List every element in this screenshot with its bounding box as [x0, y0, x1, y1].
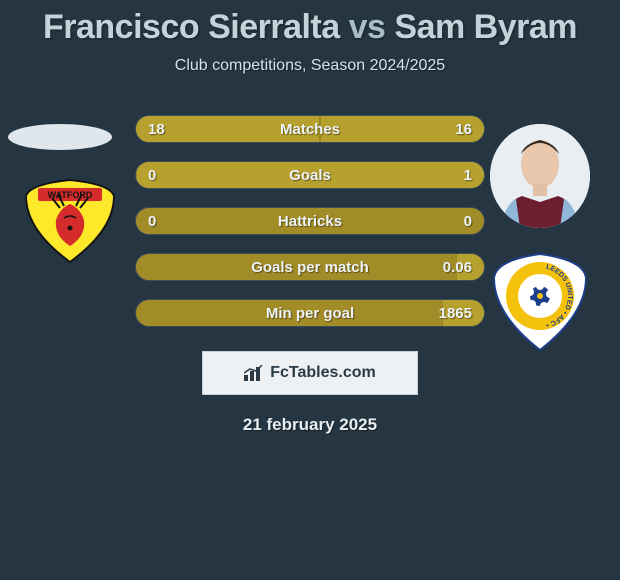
- stat-label: Hattricks: [136, 208, 484, 234]
- subtitle: Club competitions, Season 2024/2025: [0, 57, 620, 75]
- comparison-date: 21 february 2025: [0, 415, 620, 435]
- bar-chart-icon: [244, 365, 264, 381]
- stat-row: 0.06Goals per match: [135, 253, 485, 281]
- leeds-badge-icon: LEEDS UNITED • AFC •: [488, 250, 592, 354]
- stat-row: 00Hattricks: [135, 207, 485, 235]
- stats-container: 1816Matches 01Goals 00Hattricks 0.06Goals p…: [135, 115, 485, 327]
- player1-avatar: [8, 124, 112, 150]
- stat-row: 01Goals: [135, 161, 485, 189]
- player2-club-badge: LEEDS UNITED • AFC •: [488, 250, 592, 354]
- player2-name: Sam Byram: [394, 8, 577, 46]
- stat-label: Goals: [136, 162, 484, 188]
- vs-separator: vs: [349, 8, 386, 46]
- stat-label: Min per goal: [136, 300, 484, 326]
- comparison-title: Francisco Sierralta vs Sam Byram: [0, 0, 620, 47]
- stat-row: 1865Min per goal: [135, 299, 485, 327]
- player2-avatar-svg: [490, 124, 590, 228]
- brand-text: FcTables.com: [270, 364, 376, 382]
- player1-club-badge: WATFORD: [20, 178, 120, 264]
- stat-label: Matches: [136, 116, 484, 142]
- watford-badge-icon: WATFORD: [20, 178, 120, 264]
- stat-row: 1816Matches: [135, 115, 485, 143]
- brand-box: FcTables.com: [202, 351, 418, 395]
- player2-avatar: [490, 124, 590, 228]
- player1-name: Francisco Sierralta: [43, 8, 340, 46]
- stat-label: Goals per match: [136, 254, 484, 280]
- svg-text:WATFORD: WATFORD: [48, 190, 93, 200]
